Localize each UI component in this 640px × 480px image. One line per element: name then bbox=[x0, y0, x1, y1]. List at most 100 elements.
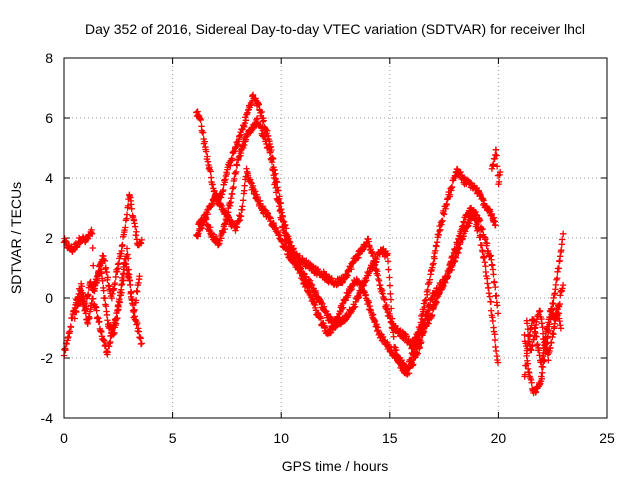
data-point bbox=[107, 338, 114, 346]
data-point bbox=[219, 188, 226, 195]
chart-title: Day 352 of 2016, Sidereal Day-to-day VTE… bbox=[85, 21, 585, 37]
data-point bbox=[539, 330, 547, 337]
data-point bbox=[132, 223, 139, 230]
data-point bbox=[484, 280, 491, 287]
data-point bbox=[270, 174, 278, 182]
data-point bbox=[101, 257, 109, 265]
data-point bbox=[131, 220, 138, 227]
data-point bbox=[538, 375, 546, 383]
data-point bbox=[539, 369, 546, 376]
data-point bbox=[85, 291, 92, 298]
data-point bbox=[228, 156, 236, 164]
series-track-f bbox=[195, 115, 502, 374]
data-point bbox=[424, 286, 431, 294]
data-point bbox=[63, 340, 70, 348]
data-point bbox=[388, 346, 395, 354]
data-point bbox=[137, 240, 145, 247]
data-point bbox=[387, 296, 395, 303]
data-point bbox=[387, 290, 394, 298]
data-point bbox=[455, 244, 462, 251]
data-point bbox=[241, 141, 248, 149]
data-point bbox=[137, 335, 144, 342]
data-point bbox=[482, 236, 489, 243]
data-point bbox=[493, 152, 500, 159]
plot-frame bbox=[63, 57, 608, 419]
data-point bbox=[466, 220, 473, 227]
x-tick-label: 5 bbox=[169, 430, 177, 446]
data-point bbox=[551, 323, 558, 330]
data-point bbox=[124, 202, 132, 210]
data-point bbox=[487, 298, 495, 305]
data-point bbox=[493, 163, 501, 170]
data-point bbox=[523, 320, 531, 327]
data-point bbox=[282, 230, 289, 237]
data-point bbox=[324, 310, 331, 318]
data-point bbox=[239, 144, 247, 152]
data-point bbox=[485, 290, 493, 297]
data-point bbox=[559, 285, 566, 292]
data-point bbox=[122, 224, 129, 231]
data-point bbox=[303, 281, 310, 288]
data-point bbox=[558, 247, 565, 254]
data-point bbox=[528, 322, 535, 329]
data-point bbox=[207, 224, 214, 231]
data-point bbox=[339, 304, 347, 311]
data-point bbox=[217, 201, 224, 208]
y-axis-label: SDTVAR / TECUs bbox=[8, 182, 24, 294]
data-point bbox=[489, 317, 497, 325]
data-point bbox=[104, 349, 112, 356]
data-point bbox=[226, 202, 234, 210]
data-point bbox=[534, 341, 541, 348]
data-point bbox=[477, 234, 484, 241]
data-point bbox=[122, 261, 129, 268]
data-point bbox=[547, 305, 555, 312]
data-point bbox=[492, 146, 500, 154]
data-point bbox=[80, 301, 88, 308]
data-point bbox=[104, 274, 112, 281]
data-point bbox=[390, 333, 397, 340]
data-point bbox=[555, 265, 563, 272]
data-point bbox=[554, 275, 561, 282]
data-point bbox=[269, 167, 277, 174]
data-point bbox=[266, 149, 274, 156]
data-point bbox=[204, 158, 212, 165]
data-point bbox=[130, 314, 137, 321]
data-point bbox=[67, 323, 75, 331]
data-point bbox=[521, 371, 529, 378]
y-tick-label: 8 bbox=[45, 50, 53, 66]
data-point bbox=[333, 319, 340, 326]
data-point bbox=[125, 271, 133, 278]
data-point bbox=[485, 284, 492, 291]
data-point bbox=[126, 276, 133, 284]
data-point bbox=[118, 281, 125, 289]
data-point bbox=[127, 281, 134, 289]
data-point bbox=[389, 320, 396, 327]
data-point bbox=[481, 259, 489, 266]
data-point bbox=[229, 185, 236, 192]
data-point bbox=[239, 203, 246, 210]
data-point bbox=[242, 136, 249, 143]
data-point bbox=[268, 158, 276, 166]
data-point bbox=[479, 248, 486, 255]
data-point bbox=[269, 165, 276, 173]
data-point bbox=[549, 299, 556, 307]
data-point bbox=[496, 168, 504, 176]
data-point bbox=[94, 314, 101, 321]
data-point bbox=[62, 347, 69, 354]
data-point bbox=[388, 305, 395, 312]
x-tick-label: 20 bbox=[491, 430, 507, 446]
data-point bbox=[103, 268, 110, 276]
data-point bbox=[247, 179, 255, 186]
y-tick-label: -4 bbox=[41, 410, 54, 426]
data-point bbox=[542, 340, 549, 348]
data-point bbox=[297, 266, 304, 273]
data-point bbox=[557, 325, 565, 332]
data-point bbox=[374, 272, 381, 279]
data-point bbox=[489, 262, 496, 269]
data-point bbox=[538, 320, 546, 327]
y-tick-label: 6 bbox=[45, 110, 53, 126]
data-point bbox=[78, 283, 86, 290]
data-point bbox=[242, 117, 250, 124]
data-point bbox=[253, 115, 261, 122]
data-point bbox=[66, 328, 73, 335]
